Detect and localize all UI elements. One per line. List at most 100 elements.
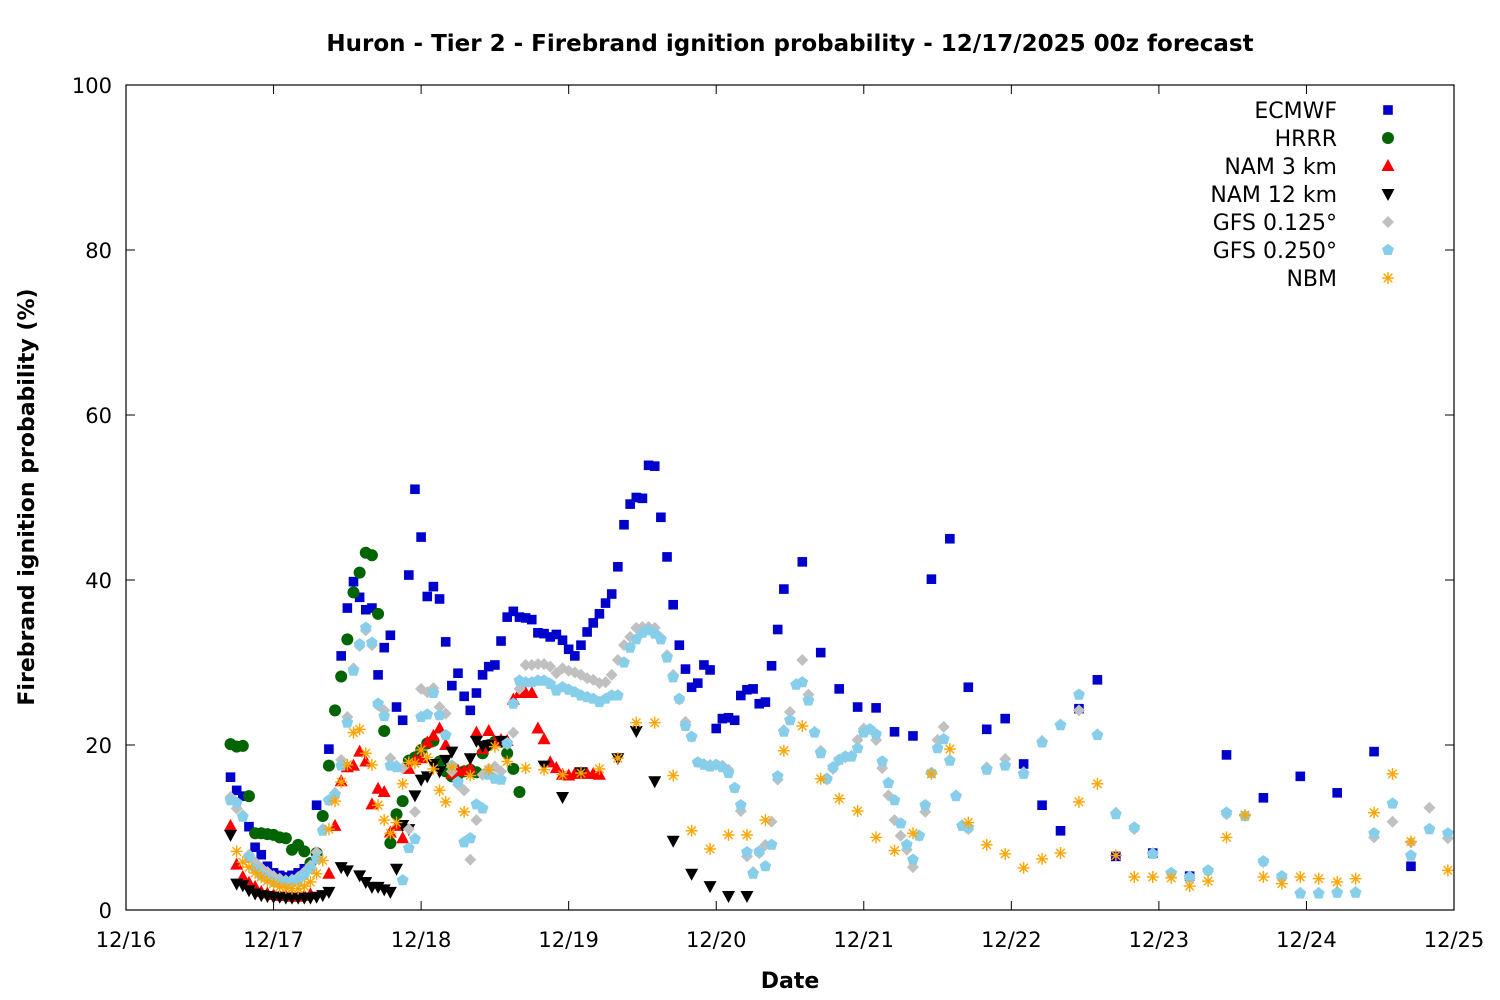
ecmwf-point — [1000, 713, 1010, 724]
nbm-point — [445, 761, 458, 774]
gfs-0-250-point — [1036, 736, 1048, 748]
gfs-0-250-point — [372, 697, 384, 709]
x-tick-label: 12/20 — [686, 928, 747, 952]
gfs-0-250-point — [464, 832, 477, 844]
nam-12-km-point — [556, 791, 570, 804]
hrrr-point — [365, 549, 378, 562]
nbm-point — [574, 767, 587, 780]
gfs-0-250-point — [1183, 870, 1196, 882]
x-tick-label: 12/24 — [1276, 928, 1337, 952]
hrrr-point — [279, 832, 292, 845]
nam-12-km-point — [383, 886, 397, 899]
ecmwf-point — [539, 628, 549, 639]
gfs-0-250-point — [1257, 855, 1270, 867]
gfs-0-125-point — [408, 805, 421, 818]
nbm-point — [833, 792, 846, 805]
nbm-point — [1183, 880, 1196, 893]
x-axis-label: Date — [761, 969, 820, 994]
ecmwf-point — [908, 731, 918, 741]
nbm-point — [322, 823, 335, 836]
nam-12-km-point — [359, 876, 373, 889]
gfs-0-250-point — [1110, 808, 1122, 820]
gfs-0-125-point — [458, 784, 471, 797]
nbm-point — [482, 763, 495, 776]
gfs-0-250-point — [900, 838, 913, 850]
gfs-0-250-point — [907, 853, 919, 865]
nbm-point — [292, 882, 305, 895]
ecmwf-point — [373, 670, 383, 680]
ecmwf-point — [526, 614, 537, 625]
gfs-0-250-point — [784, 714, 796, 726]
nam-12-km-point — [408, 790, 422, 803]
gfs-0-125-point — [531, 658, 544, 671]
x-tick-label: 12/16 — [96, 928, 157, 952]
y-tick-label: 60 — [85, 404, 112, 428]
ecmwf-point — [404, 570, 414, 580]
nbm-point — [777, 744, 790, 757]
gfs-0-250-point — [1146, 847, 1159, 859]
gfs-0-250-point — [1128, 821, 1141, 833]
gfs-0-250-point — [796, 676, 809, 688]
nbm-point — [415, 743, 428, 756]
gfs-0-250-point — [722, 766, 735, 779]
nbm-point — [1017, 861, 1030, 874]
nbm-point — [1036, 852, 1049, 865]
ecmwf-point — [760, 697, 771, 707]
ecmwf-point — [471, 688, 482, 698]
gfs-0-125-point — [507, 726, 520, 739]
nam-3-km-point — [230, 857, 244, 870]
ecmwf-point — [385, 630, 396, 641]
gfs-0-125-point — [894, 829, 907, 842]
ecmwf-point — [815, 647, 826, 658]
gfs-0-250-point — [673, 692, 686, 704]
x-tick-label: 12/22 — [981, 928, 1042, 952]
nbm-point — [593, 762, 606, 775]
nbm-point — [906, 827, 919, 840]
ecmwf-point — [336, 651, 346, 661]
legend-marker-hrrr — [1382, 132, 1394, 144]
legend-label-nam-3-km: NAM 3 km — [1224, 155, 1337, 180]
nam-3-km-point — [537, 732, 551, 745]
nam-3-km-point — [420, 735, 434, 748]
gfs-0-250-point — [433, 709, 446, 721]
hrrr-point — [298, 845, 311, 858]
gfs-0-125-point — [937, 720, 950, 733]
ecmwf-point — [668, 599, 678, 610]
ecmwf-point — [545, 632, 556, 642]
gfs-0-125-point — [605, 668, 618, 681]
nbm-point — [796, 720, 809, 733]
gfs-0-250-point — [1349, 886, 1362, 898]
nam-12-km-point — [445, 746, 459, 759]
gfs-0-250-point — [919, 799, 932, 811]
gfs-0-250-point — [390, 761, 403, 773]
series-ecmwf — [225, 460, 1416, 882]
nbm-point — [1128, 871, 1141, 883]
gfs-0-250-point — [913, 829, 925, 841]
gfs-0-250-point — [771, 770, 784, 782]
ecmwf-point — [662, 552, 672, 562]
gfs-0-250-point — [544, 677, 557, 689]
gfs-0-250-point — [439, 728, 452, 741]
ecmwf-point — [508, 606, 519, 617]
gfs-0-250-point — [402, 841, 415, 854]
legend-marker-nam-3-km — [1381, 159, 1395, 171]
y-tick-label: 80 — [85, 239, 112, 263]
gfs-0-250-point — [870, 728, 882, 740]
gfs-0-250-point — [1368, 827, 1380, 839]
gfs-0-250-point — [1386, 797, 1399, 809]
hrrr-point — [322, 759, 335, 772]
ecmwf-point — [520, 613, 531, 623]
nbm-point — [722, 828, 735, 841]
ecmwf-point — [311, 800, 322, 811]
nbm-point — [433, 784, 446, 797]
hrrr-point — [396, 795, 409, 808]
ecmwf-point — [963, 682, 974, 693]
x-tick-label: 12/23 — [1129, 928, 1190, 952]
nbm-point — [408, 757, 421, 770]
nbm-point — [316, 854, 329, 867]
gfs-0-250-point — [409, 832, 421, 845]
gfs-0-125-point — [464, 853, 477, 866]
nbm-point — [538, 763, 551, 776]
gfs-0-125-point — [1386, 815, 1399, 828]
